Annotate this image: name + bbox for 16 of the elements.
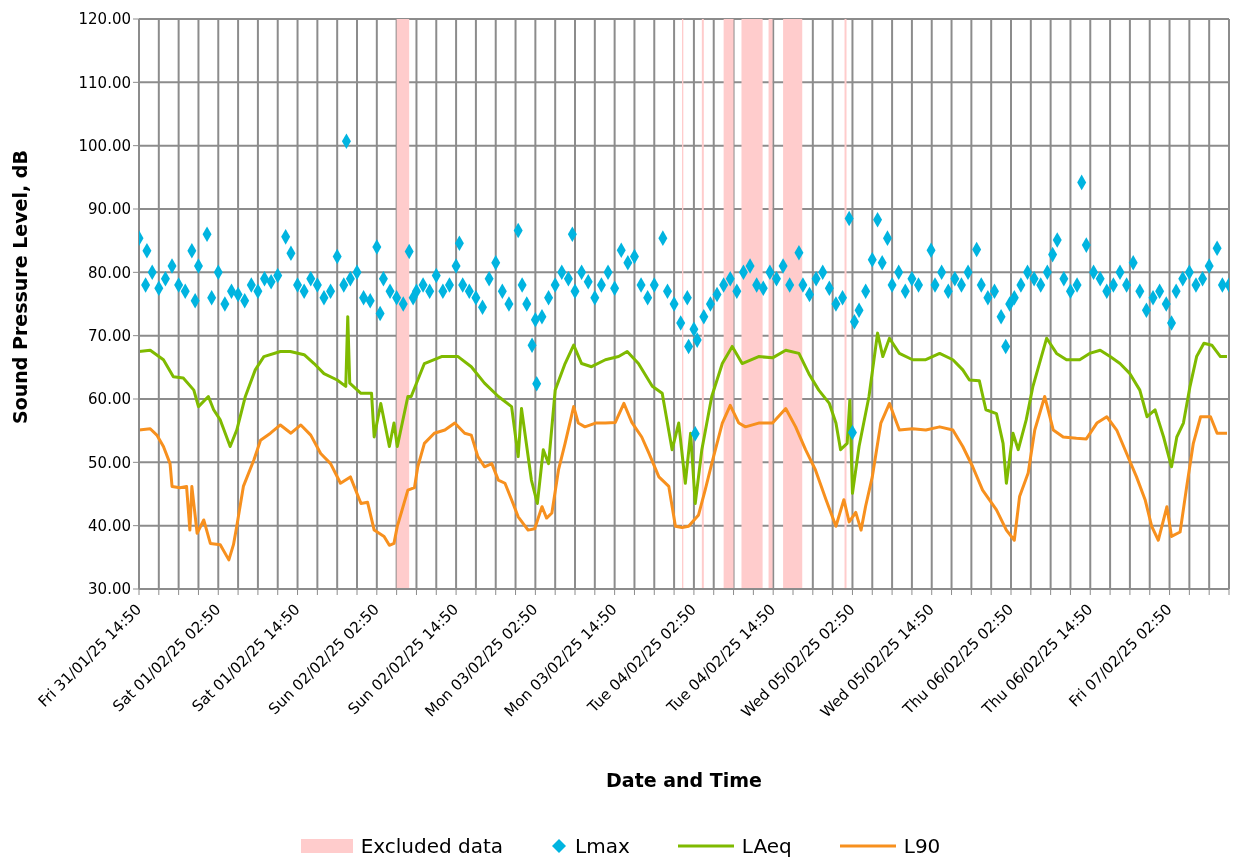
- x-axis-title: Date and Time: [606, 769, 762, 791]
- y-tick-label: 30.00: [88, 580, 131, 599]
- y-tick-label: 80.00: [88, 263, 131, 282]
- legend-label: LAeq: [741, 834, 792, 858]
- y-tick-label: 90.00: [88, 200, 131, 219]
- y-tick-label: 60.00: [88, 390, 131, 409]
- legend-label: L90: [903, 834, 941, 858]
- legend-label: Lmax: [575, 834, 630, 858]
- y-tick-label: 120.00: [78, 10, 131, 29]
- y-tick-label: 40.00: [88, 516, 131, 535]
- y-tick-label: 100.00: [78, 136, 131, 155]
- legend-label: Excluded data: [360, 834, 504, 858]
- y-tick-label: 70.00: [88, 326, 131, 345]
- y-tick-label: 50.00: [88, 453, 131, 472]
- y-tick-label: 110.00: [78, 73, 131, 92]
- y-axis-title: Sound Pressure Level, dB: [8, 150, 31, 424]
